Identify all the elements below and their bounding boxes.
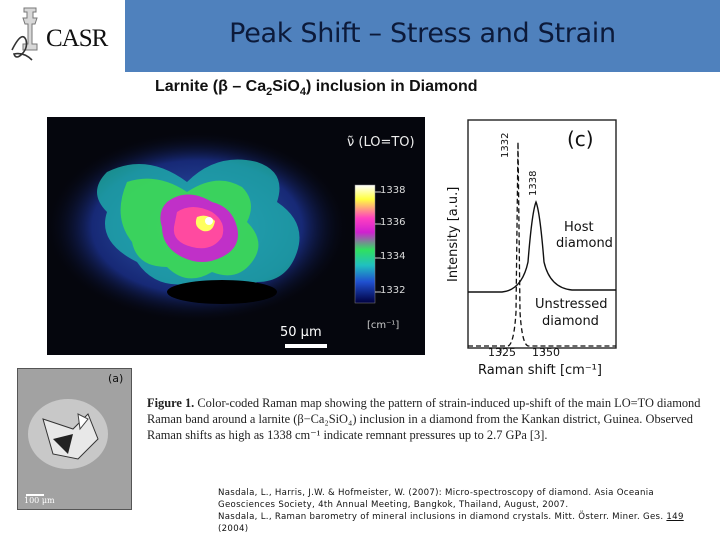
micrograph-image: (a) 100 μm — [17, 368, 132, 510]
references: Nasdala, L., Harris, J.W. & Hofmeister, … — [218, 487, 708, 535]
x-tick-1325: 1325 — [488, 346, 516, 359]
reference-1: Nasdala, L., Harris, J.W. & Hofmeister, … — [218, 488, 654, 510]
legend-tick: 1332 — [380, 285, 406, 296]
legend-tick: 1334 — [380, 251, 406, 262]
x-axis-label-text: Raman shift — [478, 363, 556, 378]
raman-spectrum-plot: (c) 1332 1338 Intensity [a.u.] Host diam… — [432, 112, 620, 387]
x-axis-unit: [cm⁻¹] — [559, 363, 602, 378]
peak-label-1332: 1332 — [500, 132, 511, 158]
subtitle-mid: – Ca — [227, 78, 267, 95]
legend-tick: 1338 — [380, 185, 406, 196]
raman-map-image: ν̃ (LO=TO) 1338 1336 1334 1332 [cm⁻¹] 50… — [47, 117, 425, 355]
host-label-line1: Host — [564, 220, 594, 235]
subtitle-beta: β — [218, 78, 228, 95]
subtitle-sub1: 2 — [266, 86, 273, 99]
reference-2: Nasdala, L., Raman barometry of mineral … — [218, 511, 708, 535]
unstressed-label-line2: diamond — [542, 314, 599, 329]
subtitle-mid2: SiO — [272, 78, 300, 95]
subtitle-pre: Larnite ( — [155, 78, 219, 95]
slide-subtitle: Larnite (β – Ca2SiO4) inclusion in Diamo… — [155, 78, 478, 98]
micrograph-scale-label: 100 μm — [24, 496, 55, 505]
host-label-line2: diamond — [556, 236, 613, 251]
subtitle-sub2: 4 — [299, 86, 306, 99]
spectrum-panel-label: (c) — [567, 127, 594, 151]
unstressed-label-line1: Unstressed — [535, 297, 608, 312]
reference-2-text: Nasdala, L., Raman barometry of mineral … — [218, 512, 667, 522]
legend-tick: 1336 — [380, 217, 406, 228]
title-bar: Peak Shift – Stress and Strain — [125, 0, 720, 72]
x-axis-label: Raman shift [cm⁻¹] — [478, 363, 602, 378]
micrograph-graphic — [18, 369, 131, 509]
x-tick-1350: 1350 — [532, 346, 560, 359]
legend-unit: [cm⁻¹] — [367, 320, 400, 331]
scale-bar-label: 50 μm — [280, 325, 322, 340]
legend-title: ν̃ (LO=TO) — [347, 135, 415, 150]
slide-title: Peak Shift – Stress and Strain — [229, 18, 616, 49]
logo-text: CASR — [46, 25, 108, 52]
caption-text: Color-coded Raman map showing the patter… — [147, 396, 701, 442]
micrograph-panel-label: (a) — [108, 372, 124, 385]
raman-map-graphic — [47, 117, 425, 355]
peak-label-1338: 1338 — [528, 170, 539, 196]
figure-caption: Figure 1. Color-coded Raman map showing … — [147, 395, 717, 443]
spectrum-graphic — [467, 119, 617, 353]
chess-knight-logo-icon — [11, 7, 38, 61]
y-axis-label: Intensity [a.u.] — [446, 186, 461, 282]
casr-logo: CASR — [0, 0, 125, 72]
reference-2-volume: 149 — [666, 512, 684, 522]
caption-figure-label: Figure 1. — [147, 396, 195, 410]
subtitle-post: ) inclusion in Diamond — [305, 78, 478, 95]
reference-2-year: (2004) — [218, 524, 249, 534]
